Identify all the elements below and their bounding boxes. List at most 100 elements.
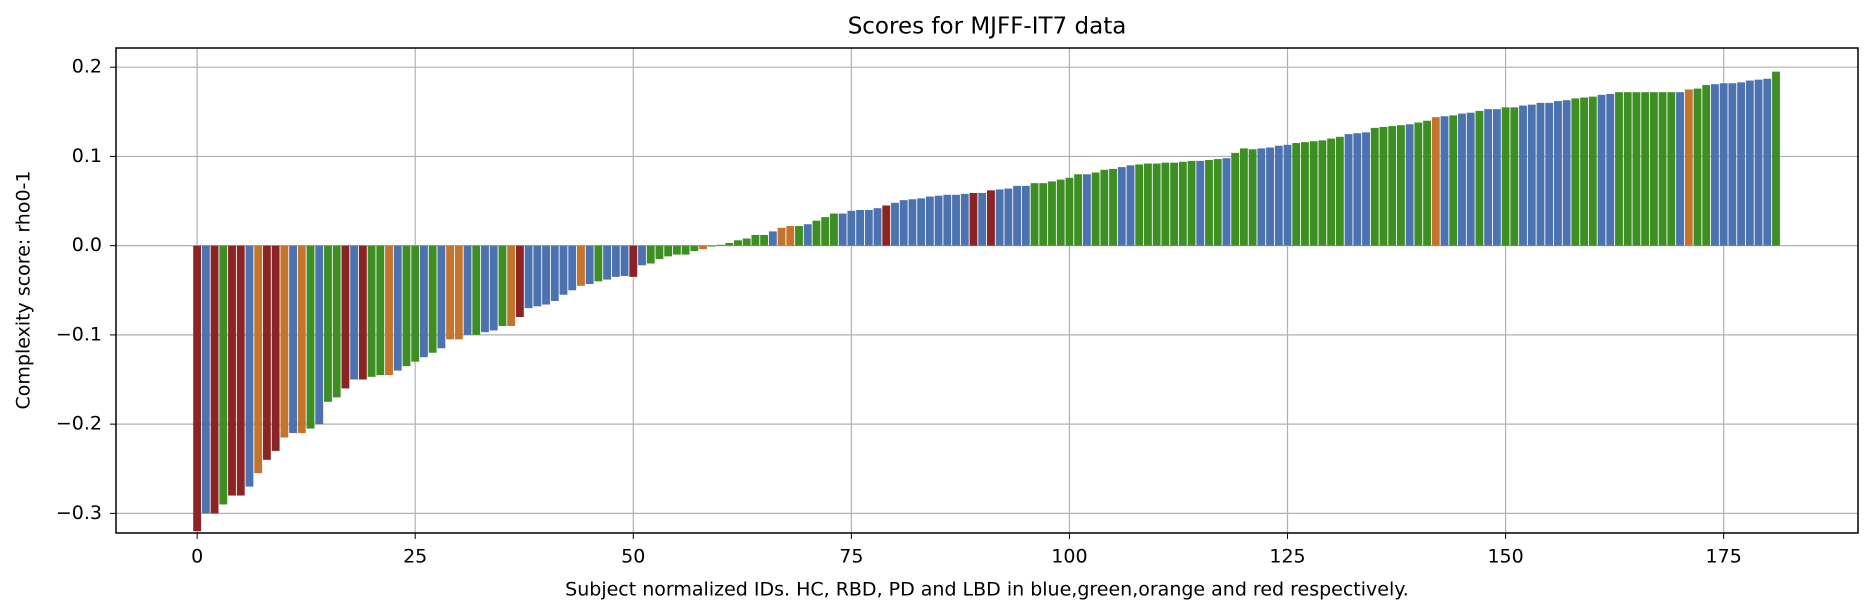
bar xyxy=(1449,115,1458,246)
bar xyxy=(1048,181,1056,246)
y-tick-label: 0.2 xyxy=(72,56,102,78)
bar xyxy=(1440,116,1449,246)
bar xyxy=(1030,183,1039,246)
bar xyxy=(1475,110,1484,246)
bar xyxy=(254,245,263,474)
bar xyxy=(1649,92,1658,246)
bar xyxy=(411,245,420,362)
bar xyxy=(1205,159,1213,246)
bar xyxy=(428,245,437,353)
bar xyxy=(891,202,899,246)
x-axis-label: Subject normalized IDs. HC, RBD, PD and … xyxy=(565,579,1409,601)
bar xyxy=(1562,100,1571,246)
bar xyxy=(358,245,367,380)
y-axis-label: Complexity score: rho0-1 xyxy=(13,170,35,409)
bar xyxy=(1702,85,1711,246)
bar xyxy=(1301,142,1309,246)
bar xyxy=(472,245,481,335)
bar xyxy=(1431,117,1440,246)
bar xyxy=(1239,148,1248,246)
bar xyxy=(1231,152,1240,246)
y-tick-label: 0.0 xyxy=(72,234,102,256)
bar xyxy=(332,245,341,398)
bar xyxy=(1056,179,1065,246)
bar xyxy=(1501,107,1510,246)
bar xyxy=(1100,169,1109,246)
bar xyxy=(1039,183,1048,246)
bar xyxy=(402,245,411,367)
bar xyxy=(803,224,812,246)
bar xyxy=(201,245,210,514)
bar xyxy=(847,210,856,246)
bar xyxy=(1458,113,1466,246)
bar xyxy=(280,245,289,438)
bar xyxy=(1527,104,1536,246)
bar xyxy=(1405,124,1414,246)
bar xyxy=(1737,82,1746,246)
bar xyxy=(542,245,550,305)
bar xyxy=(1580,97,1589,246)
bar xyxy=(585,245,594,285)
bar xyxy=(489,245,498,331)
bar xyxy=(350,245,359,380)
bar xyxy=(1588,96,1597,246)
x-tick-label: 0 xyxy=(191,546,203,568)
bar xyxy=(341,245,350,389)
bar xyxy=(716,244,725,246)
bar xyxy=(1597,94,1606,246)
bar xyxy=(1545,102,1554,246)
bar xyxy=(498,245,507,326)
bar xyxy=(1248,149,1257,246)
bar xyxy=(873,208,882,246)
bar xyxy=(1135,164,1144,246)
bar xyxy=(934,195,943,246)
bar xyxy=(1292,143,1301,246)
bar xyxy=(367,245,376,377)
bar xyxy=(777,227,786,246)
bar xyxy=(1091,172,1100,246)
bar xyxy=(1370,127,1379,246)
bar xyxy=(1222,158,1231,246)
bar xyxy=(987,190,995,246)
bar xyxy=(1335,136,1344,246)
bar xyxy=(1606,93,1615,246)
bar xyxy=(1178,161,1187,246)
bar xyxy=(559,245,568,295)
bar xyxy=(236,245,245,496)
bar xyxy=(228,245,236,496)
bar xyxy=(289,245,298,434)
bar xyxy=(1161,162,1170,246)
bar xyxy=(315,245,324,425)
bar xyxy=(1379,126,1388,246)
bar xyxy=(690,245,699,252)
x-tick-label: 100 xyxy=(1051,546,1087,568)
bar xyxy=(1510,107,1519,246)
bar xyxy=(297,245,306,434)
y-tick-label: 0.1 xyxy=(72,145,102,167)
bar xyxy=(664,245,673,257)
bar xyxy=(751,234,760,246)
bar xyxy=(1117,167,1126,246)
bar xyxy=(219,245,228,505)
x-tick-label: 125 xyxy=(1269,546,1305,568)
bar xyxy=(1658,92,1667,246)
bar xyxy=(1152,163,1161,246)
bar xyxy=(1327,138,1336,246)
bar xyxy=(1396,125,1405,246)
bar xyxy=(1196,160,1205,246)
bar xyxy=(1274,145,1283,246)
bar xyxy=(1641,92,1650,246)
bar xyxy=(454,245,463,340)
bar xyxy=(1257,148,1266,246)
bar xyxy=(1423,120,1432,246)
bar xyxy=(245,245,254,487)
bar xyxy=(1309,141,1318,246)
bar xyxy=(1763,78,1772,246)
bar xyxy=(446,245,455,340)
bar xyxy=(1711,84,1719,246)
bar xyxy=(995,189,1004,246)
bar xyxy=(969,193,978,246)
bar xyxy=(524,245,533,309)
bar xyxy=(768,231,777,246)
